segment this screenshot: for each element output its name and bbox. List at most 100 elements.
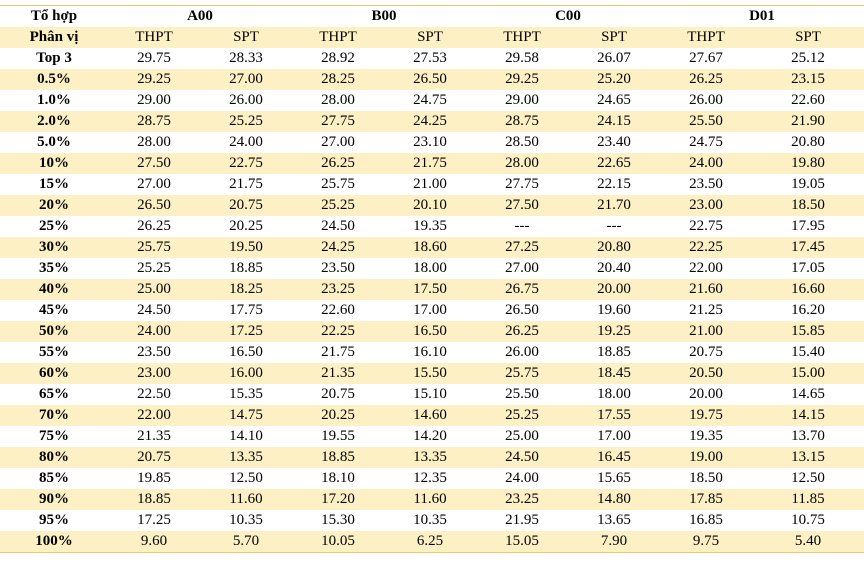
table-cell: 16.50: [200, 342, 292, 363]
table-cell: ---: [476, 216, 569, 237]
table-cell: 23.25: [476, 489, 569, 510]
table-cell: 29.00: [108, 90, 200, 111]
sub-header-thpt: THPT: [108, 27, 200, 48]
table-row: 80% 20.75 13.35 18.85 13.35 24.50 16.45 19.00 13…: [0, 447, 864, 468]
table-cell: 17.95: [752, 216, 864, 237]
table-cell: 13.15: [752, 447, 864, 468]
table-cell: 14.15: [752, 405, 864, 426]
combo-label: Tổ hợp: [0, 5, 108, 27]
table-cell: 17.00: [568, 426, 661, 447]
table-cell: 18.85: [568, 342, 661, 363]
table-cell: 29.25: [476, 69, 569, 90]
table-cell: 22.25: [660, 237, 753, 258]
table-cell: 25.50: [476, 384, 569, 405]
table-row: 85% 19.85 12.50 18.10 12.35 24.00 15.65 18.50 12…: [0, 468, 864, 489]
table-cell: 17.45: [752, 237, 864, 258]
sub-header-spt: SPT: [384, 27, 477, 48]
table-cell: 18.25: [200, 279, 292, 300]
table-cell: 28.00: [292, 90, 384, 111]
row-label: 55%: [0, 342, 108, 363]
table-cell: 21.00: [384, 174, 477, 195]
table-cell: 14.20: [384, 426, 477, 447]
table-row: 15% 27.00 21.75 25.75 21.00 27.75 22.15 23.50 19…: [0, 174, 864, 195]
table-cell: 16.50: [384, 321, 477, 342]
table-cell: 26.75: [476, 279, 569, 300]
table-cell: 15.65: [568, 468, 661, 489]
table-cell: 16.10: [384, 342, 477, 363]
row-label: 30%: [0, 237, 108, 258]
row-label: 20%: [0, 195, 108, 216]
table-cell: 27.75: [292, 111, 384, 132]
sub-header-thpt: THPT: [660, 27, 753, 48]
table-cell: 22.60: [292, 300, 384, 321]
row-label: 15%: [0, 174, 108, 195]
table-cell: 20.40: [568, 258, 661, 279]
table-cell: 16.45: [568, 447, 661, 468]
table-cell: 23.50: [660, 174, 753, 195]
table-cell: 21.90: [752, 111, 864, 132]
table-row: 25% 26.25 20.25 24.50 19.35 --- --- 22.75 17.95: [0, 216, 864, 237]
sub-header-spt: SPT: [568, 27, 661, 48]
table-row: 30% 25.75 19.50 24.25 18.60 27.25 20.80 22.25 17…: [0, 237, 864, 258]
row-label: 1.0%: [0, 90, 108, 111]
table-cell: 24.75: [384, 90, 477, 111]
table-row: 2.0% 28.75 25.25 27.75 24.25 28.75 24.15 25.50 2…: [0, 111, 864, 132]
table-cell: 20.80: [752, 132, 864, 153]
row-label: 10%: [0, 153, 108, 174]
table-cell: 19.35: [384, 216, 477, 237]
table-cell: 19.00: [660, 447, 753, 468]
table-cell: 28.75: [476, 111, 569, 132]
sub-header-spt: SPT: [752, 27, 864, 48]
table-cell: 14.80: [568, 489, 661, 510]
table-cell: 15.40: [752, 342, 864, 363]
table-cell: 23.15: [752, 69, 864, 90]
table-cell: 24.50: [108, 300, 200, 321]
table-cell: 16.85: [660, 510, 753, 531]
table-cell: 17.75: [200, 300, 292, 321]
row-label: 2.0%: [0, 111, 108, 132]
table-cell: 21.35: [108, 426, 200, 447]
table-cell: 18.50: [660, 468, 753, 489]
table-cell: 26.50: [476, 300, 569, 321]
row-label: 75%: [0, 426, 108, 447]
table-cell: 27.00: [200, 69, 292, 90]
table-cell: 28.50: [476, 132, 569, 153]
table-cell: 17.25: [200, 321, 292, 342]
table-cell: 21.25: [660, 300, 753, 321]
table-row: 35% 25.25 18.85 23.50 18.00 27.00 20.40 22.00 17…: [0, 258, 864, 279]
header-row-groups: Tổ hợp A00 B00 C00 D01: [0, 5, 864, 27]
table-cell: 19.75: [660, 405, 753, 426]
row-label: 85%: [0, 468, 108, 489]
table-cell: 26.07: [568, 48, 661, 69]
table-cell: 19.60: [568, 300, 661, 321]
table-cell: 27.67: [660, 48, 753, 69]
table-cell: 28.00: [108, 132, 200, 153]
table-cell: 21.75: [292, 342, 384, 363]
table-cell: 15.85: [752, 321, 864, 342]
row-label: 100%: [0, 531, 108, 553]
table-cell: 27.53: [384, 48, 477, 69]
table-cell: 9.60: [108, 531, 200, 553]
table-cell: 11.85: [752, 489, 864, 510]
table-cell: 17.20: [292, 489, 384, 510]
table-cell: 24.75: [660, 132, 753, 153]
table-cell: 18.85: [200, 258, 292, 279]
table-cell: 19.50: [200, 237, 292, 258]
table-cell: 17.05: [752, 258, 864, 279]
table-cell: 23.40: [568, 132, 661, 153]
table-cell: 18.85: [108, 489, 200, 510]
table-cell: 16.60: [752, 279, 864, 300]
table-cell: 15.05: [476, 531, 569, 553]
table-cell: 23.10: [384, 132, 477, 153]
table-row: 55% 23.50 16.50 21.75 16.10 26.00 18.85 20.75 15…: [0, 342, 864, 363]
row-label: 50%: [0, 321, 108, 342]
table-cell: 22.60: [752, 90, 864, 111]
table-cell: 19.85: [108, 468, 200, 489]
table-cell: 25.25: [476, 405, 569, 426]
table-cell: 19.80: [752, 153, 864, 174]
table-row: 1.0% 29.00 26.00 28.00 24.75 29.00 24.65 26.00 2…: [0, 90, 864, 111]
table-cell: 18.45: [568, 363, 661, 384]
table-cell: 24.00: [476, 468, 569, 489]
table-row: 10% 27.50 22.75 26.25 21.75 28.00 22.65 24.00 19…: [0, 153, 864, 174]
table-cell: 27.00: [108, 174, 200, 195]
